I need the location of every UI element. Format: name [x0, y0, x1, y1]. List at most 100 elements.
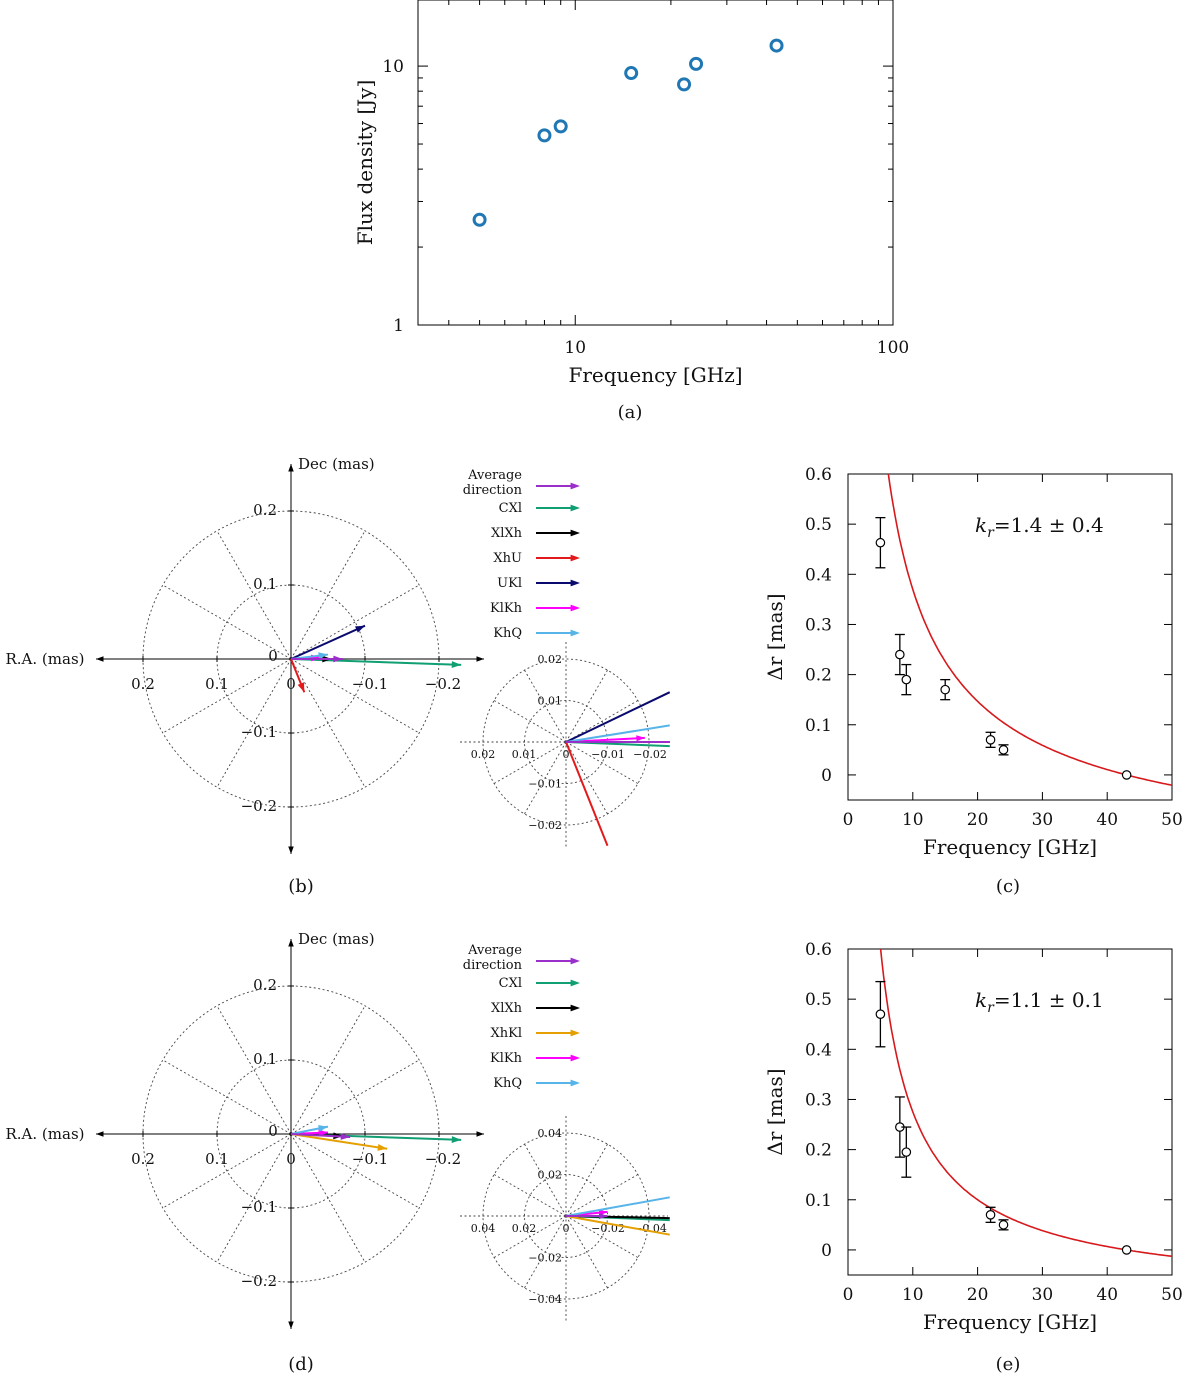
data-point — [998, 1220, 1009, 1230]
legend-arrowhead — [570, 529, 580, 537]
plot-frame — [847, 473, 1173, 801]
data-point — [895, 649, 905, 660]
fit-annotation: kr=1.1 ± 0.1 — [975, 988, 1104, 1016]
annotation-value: =1.4 ± 0.4 — [994, 513, 1104, 537]
x-tick-label: 10 — [902, 1285, 924, 1305]
ra-tick-label: −0.2 — [425, 675, 461, 693]
legend-label: Average — [467, 943, 522, 958]
caption-e: (e) — [996, 1354, 1021, 1375]
data-point — [677, 77, 692, 92]
ra-tick-label: −0.1 — [352, 1150, 388, 1168]
dec-axis-label: Dec (mas) — [298, 930, 375, 948]
legend-label: CXl — [499, 976, 522, 991]
legend-label: Average — [467, 468, 522, 483]
x-tick-label: 20 — [967, 1285, 989, 1305]
panel-a: 10 100 1 10 Frequency [GHz] Flux density [Jy]… — [353, 0, 909, 423]
data-point — [472, 212, 487, 227]
vector-arrowhead — [451, 1136, 462, 1144]
inset-grid-spoke — [524, 1143, 567, 1217]
vector-xhkl — [290, 1133, 388, 1150]
legend-arrowhead — [570, 957, 580, 965]
x-tick-label: 50 — [1161, 1285, 1183, 1305]
y-tick-label: 0 — [821, 1241, 832, 1261]
polar-grid-spoke — [162, 1059, 292, 1135]
data-point — [689, 56, 704, 71]
legend-label: KhQ — [493, 626, 522, 641]
dec-tick-label: 0.2 — [253, 501, 277, 519]
y-tick-label: 0.1 — [805, 716, 832, 736]
legend-label: XlXh — [491, 1001, 523, 1016]
annotation-subscript: r — [987, 1000, 995, 1016]
axis-arrow — [96, 656, 104, 662]
ra-tick-label: 0.2 — [131, 675, 155, 693]
inset-vector-ukl — [565, 691, 670, 743]
ra-tick-label: 0.1 — [205, 1150, 229, 1168]
inset-vector-khq — [565, 1196, 670, 1217]
inset-tick-label: 0.02 — [471, 748, 496, 761]
dec-tick-label: −0.1 — [241, 1198, 277, 1216]
legend-arrowhead — [570, 604, 580, 612]
axis-arrow — [288, 464, 294, 472]
ra-tick-label: 0 — [286, 1150, 296, 1168]
data-point — [985, 735, 996, 745]
inset-tick-label: 0.04 — [471, 1222, 496, 1235]
legend-arrowhead — [570, 629, 580, 637]
y-tick-label: 0.2 — [805, 1141, 832, 1161]
dec-tick-label: 0.2 — [253, 976, 277, 994]
inset-tick-label: −0.02 — [528, 1252, 562, 1265]
y-tick-label: 0.3 — [805, 615, 832, 635]
data-point — [940, 684, 950, 695]
inset-tick-label: 0.02 — [538, 653, 563, 666]
ra-tick-label: 0.1 — [205, 675, 229, 693]
inset-vector-xhkl — [565, 1215, 670, 1236]
y-tick-label: 0.1 — [805, 1191, 832, 1211]
annotation-symbol: k — [975, 513, 987, 537]
inset-tick-label: −0.04 — [528, 1293, 562, 1306]
inset-grid-spoke — [565, 700, 639, 743]
inset-tick-label: 0.02 — [538, 1169, 563, 1182]
data-point — [1121, 1245, 1132, 1255]
data-point — [985, 1210, 996, 1220]
axis-arrow — [476, 656, 484, 662]
inset-tick-label: 0 — [563, 1222, 570, 1235]
caption-b: (b) — [288, 876, 314, 897]
panel-c: 0 10 20 30 40 50 0 0.1 0.2 0.3 0.4 0.5 0.6 Frequency … — [763, 465, 1183, 897]
ra-tick-label: −0.2 — [425, 1150, 461, 1168]
polar-grid-spoke — [290, 530, 366, 660]
inset-tick-label: 0.02 — [512, 1222, 537, 1235]
x-axis-label: Frequency [GHz] — [923, 1310, 1097, 1334]
polar-grid-spoke — [216, 1133, 292, 1263]
data-point — [769, 38, 784, 53]
inset-grid-spoke — [565, 1215, 639, 1258]
polar-grid-spoke — [162, 658, 292, 734]
legend-label: KlKh — [490, 1051, 523, 1066]
plot-frame — [417, 0, 894, 326]
y-axis-label: Δr [mas] — [763, 593, 787, 680]
panel-d: R.A. (mas) Dec (mas) 0.2 0.1 0 −0.1 −0.2 0 0.2 0.… — [6, 930, 670, 1375]
vector-ukl — [290, 624, 366, 660]
x-tick-label: 40 — [1096, 810, 1118, 830]
legend-arrowhead — [570, 979, 580, 987]
fit-curve — [887, 474, 1172, 787]
inset-tick-label: 0.04 — [538, 1127, 563, 1140]
inset-grid-spoke — [524, 669, 567, 743]
fit-annotation: kr=1.4 ± 0.4 — [975, 513, 1104, 541]
x-tick-label: 0 — [843, 810, 854, 830]
polar-grid-spoke — [290, 658, 420, 734]
y-tick-label: 0.5 — [805, 990, 832, 1010]
x-tick-label: 100 — [877, 338, 909, 358]
legend-label: KhQ — [493, 1076, 522, 1091]
legend-arrowhead — [570, 504, 580, 512]
caption-c: (c) — [996, 876, 1020, 897]
y-tick-label: 0.3 — [805, 1090, 832, 1110]
annotation-symbol: k — [975, 988, 987, 1012]
vector-average-direction — [290, 1133, 351, 1138]
axis-arrow — [476, 1131, 484, 1137]
polar-grid-spoke — [290, 584, 420, 660]
inset-tick-label: 0.01 — [538, 695, 563, 708]
inset-grid-spoke — [493, 1215, 567, 1258]
dec-tick-label: −0.2 — [241, 1272, 277, 1290]
polar-grid-spoke — [162, 1133, 292, 1209]
y-tick-label: 0 — [821, 766, 832, 786]
